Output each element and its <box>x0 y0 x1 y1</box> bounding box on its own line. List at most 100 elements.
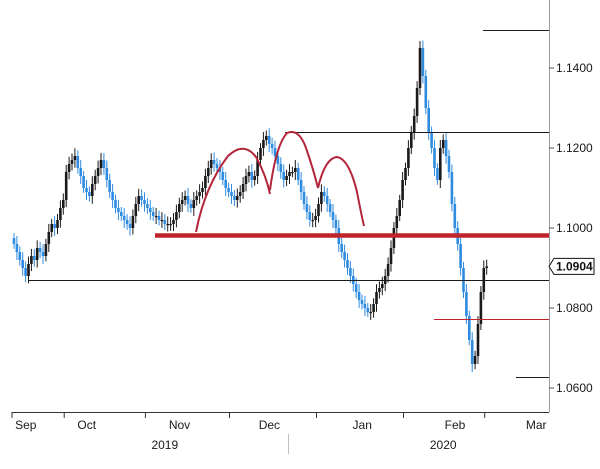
candle-body <box>421 48 425 76</box>
candle <box>250 164 254 188</box>
candle <box>18 246 22 266</box>
candle <box>375 284 378 312</box>
candle-body <box>427 108 430 132</box>
candle-body <box>238 192 242 196</box>
candle <box>436 163 439 185</box>
candle-body <box>59 208 62 220</box>
candle-body <box>236 196 239 200</box>
candle-body <box>346 260 349 268</box>
candle <box>70 153 74 171</box>
head-arc <box>269 131 319 191</box>
year-label: 2020 <box>430 438 457 452</box>
candle <box>485 259 488 275</box>
candle <box>149 200 152 220</box>
candle-body <box>105 168 109 180</box>
candle <box>317 197 320 223</box>
candle <box>218 160 222 180</box>
candle <box>21 252 24 276</box>
candle <box>291 166 294 178</box>
candle <box>360 294 364 310</box>
candle <box>24 261 27 283</box>
candle <box>91 176 94 204</box>
candle-body <box>76 156 80 168</box>
candle <box>120 206 123 222</box>
candle-body <box>282 172 285 180</box>
candle <box>30 248 33 272</box>
candle-body <box>459 244 462 268</box>
candle-body <box>265 136 268 140</box>
candle <box>279 157 283 179</box>
candles-layer <box>12 40 488 372</box>
candle <box>311 212 314 228</box>
candle <box>465 284 468 324</box>
candle <box>433 140 436 176</box>
candle <box>201 181 204 199</box>
candle-body <box>70 160 74 164</box>
candle <box>363 296 367 316</box>
candle-body <box>244 176 248 184</box>
candle-body <box>305 204 309 212</box>
candle-body <box>35 248 39 260</box>
candle-body <box>108 180 111 192</box>
candle-body <box>178 204 181 212</box>
candle-body <box>465 292 468 316</box>
candle <box>407 140 410 176</box>
candle <box>340 237 343 259</box>
annotations-layer <box>28 30 549 378</box>
candle <box>325 188 329 212</box>
candle-body <box>253 176 256 180</box>
year-label: 2019 <box>151 438 178 452</box>
candle-body <box>372 304 375 312</box>
candle-body <box>207 168 210 176</box>
candle-body <box>24 268 27 276</box>
candle <box>76 150 80 174</box>
candle-body <box>44 244 48 256</box>
candle-body <box>125 220 129 224</box>
month-label: Feb <box>445 418 466 432</box>
candle <box>41 244 45 264</box>
candle-body <box>146 204 149 208</box>
candle <box>15 236 19 260</box>
candle <box>459 236 462 276</box>
candle <box>178 197 181 219</box>
candle-body <box>441 140 445 148</box>
candle-body <box>436 168 439 180</box>
candle <box>328 199 332 217</box>
candle <box>27 256 30 284</box>
candle <box>137 188 140 212</box>
candle-body <box>195 196 198 200</box>
candle <box>415 81 419 123</box>
candle <box>346 253 349 275</box>
candle-body <box>93 176 97 184</box>
candle <box>183 190 187 206</box>
candle <box>53 216 56 236</box>
candle <box>157 210 161 226</box>
candle-body <box>140 196 143 200</box>
candle-body <box>369 312 372 314</box>
candle <box>372 298 375 318</box>
candle-body <box>56 220 59 228</box>
candle-body <box>430 132 433 148</box>
candle <box>389 240 393 272</box>
candle <box>108 173 111 199</box>
candle <box>169 217 172 231</box>
candle <box>256 152 259 184</box>
candle-body <box>64 172 68 200</box>
candle-body <box>363 304 367 308</box>
candle <box>35 240 39 268</box>
candle-body <box>157 216 161 220</box>
candle <box>73 148 77 168</box>
candle <box>395 208 399 236</box>
candle <box>180 192 184 212</box>
candle-body <box>151 212 155 216</box>
candle-body <box>128 224 132 228</box>
candle <box>85 180 88 200</box>
candle <box>441 134 445 154</box>
candle <box>189 199 193 213</box>
candle <box>305 196 309 220</box>
candle-body <box>15 244 19 252</box>
candle-body <box>476 324 480 356</box>
candle-body <box>241 184 245 192</box>
candle <box>99 153 103 175</box>
candle-body <box>366 308 370 312</box>
